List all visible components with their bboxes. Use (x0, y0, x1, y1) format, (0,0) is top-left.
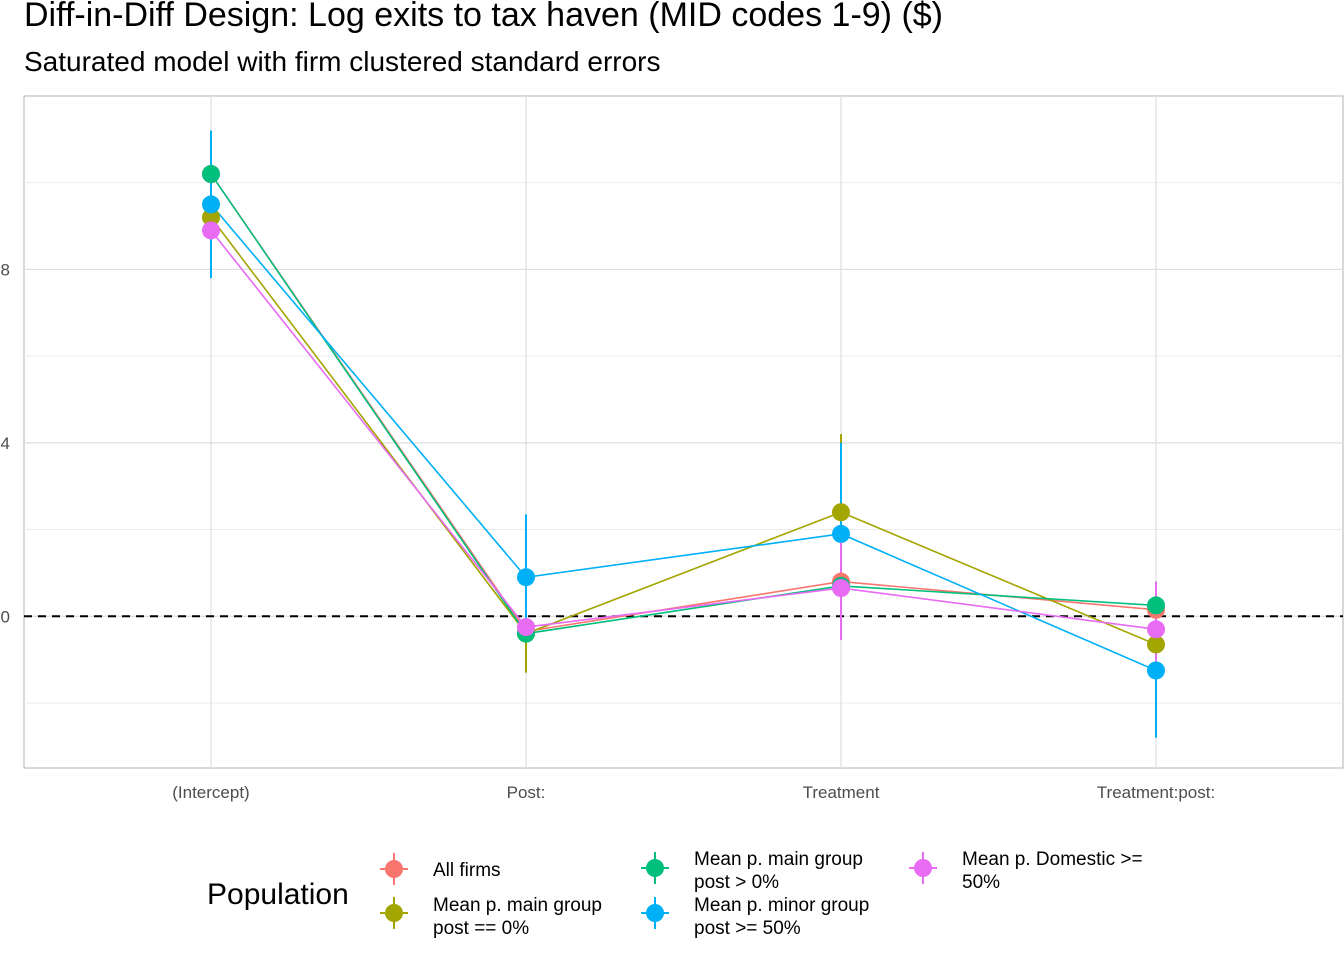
chart-title: Diff-in-Diff Design: Log exits to tax ha… (24, 0, 943, 34)
legend-item: All firms (380, 853, 501, 885)
series-line (210, 173, 1157, 635)
legend-label: Mean p. minor group (694, 895, 869, 916)
series-line (210, 173, 1157, 633)
data-point (832, 524, 850, 543)
legend-label: post == 0% (433, 918, 529, 939)
legend-key-point (385, 860, 403, 878)
data-point (517, 618, 535, 637)
series-line (210, 229, 1157, 631)
x-tick-label: Treatment (803, 783, 880, 802)
y-tick-label: 0 (1, 607, 10, 626)
chart-subtitle: Saturated model with firm clustered stan… (24, 46, 661, 77)
data-point (202, 221, 220, 240)
legend-key-point (914, 859, 932, 877)
legend-label: 50% (962, 872, 1000, 893)
legend-key-point (646, 904, 664, 922)
legend-label: Mean p. main group (433, 895, 602, 916)
y-tick-label: 8 (1, 260, 10, 279)
series-line (210, 216, 1157, 646)
y-tick-label: 4 (1, 434, 10, 453)
legend-label: Mean p. main group (694, 849, 863, 870)
x-tick-label: Post: (507, 783, 546, 802)
legend-title: Population (207, 878, 349, 911)
data-point (202, 195, 220, 214)
legend-label: Mean p. Domestic >= (962, 849, 1143, 870)
data-point (832, 503, 850, 522)
legend-label: All firms (433, 860, 501, 881)
series-line (210, 203, 1157, 672)
data-point (1147, 620, 1165, 639)
data-point (202, 165, 220, 184)
legend-key-point (385, 904, 403, 922)
data-point (1147, 596, 1165, 615)
legend-label: post >= 50% (694, 918, 801, 939)
legend-key-point (646, 859, 664, 877)
data-point (202, 208, 220, 227)
plot-border (23, 95, 1344, 769)
x-tick-label: (Intercept) (172, 783, 249, 802)
legend-item: Mean p. Domestic >=50% (909, 849, 1143, 893)
data-point (832, 579, 850, 598)
legend-label: post > 0% (694, 872, 779, 893)
data-point (1147, 661, 1165, 680)
plot-area: 0 4 8 (Intercept) Post: Treatment Treatment:po… (1, 95, 1344, 802)
data-point (1147, 635, 1165, 654)
data-point (517, 568, 535, 587)
x-tick-label: Treatment:post: (1097, 783, 1215, 802)
